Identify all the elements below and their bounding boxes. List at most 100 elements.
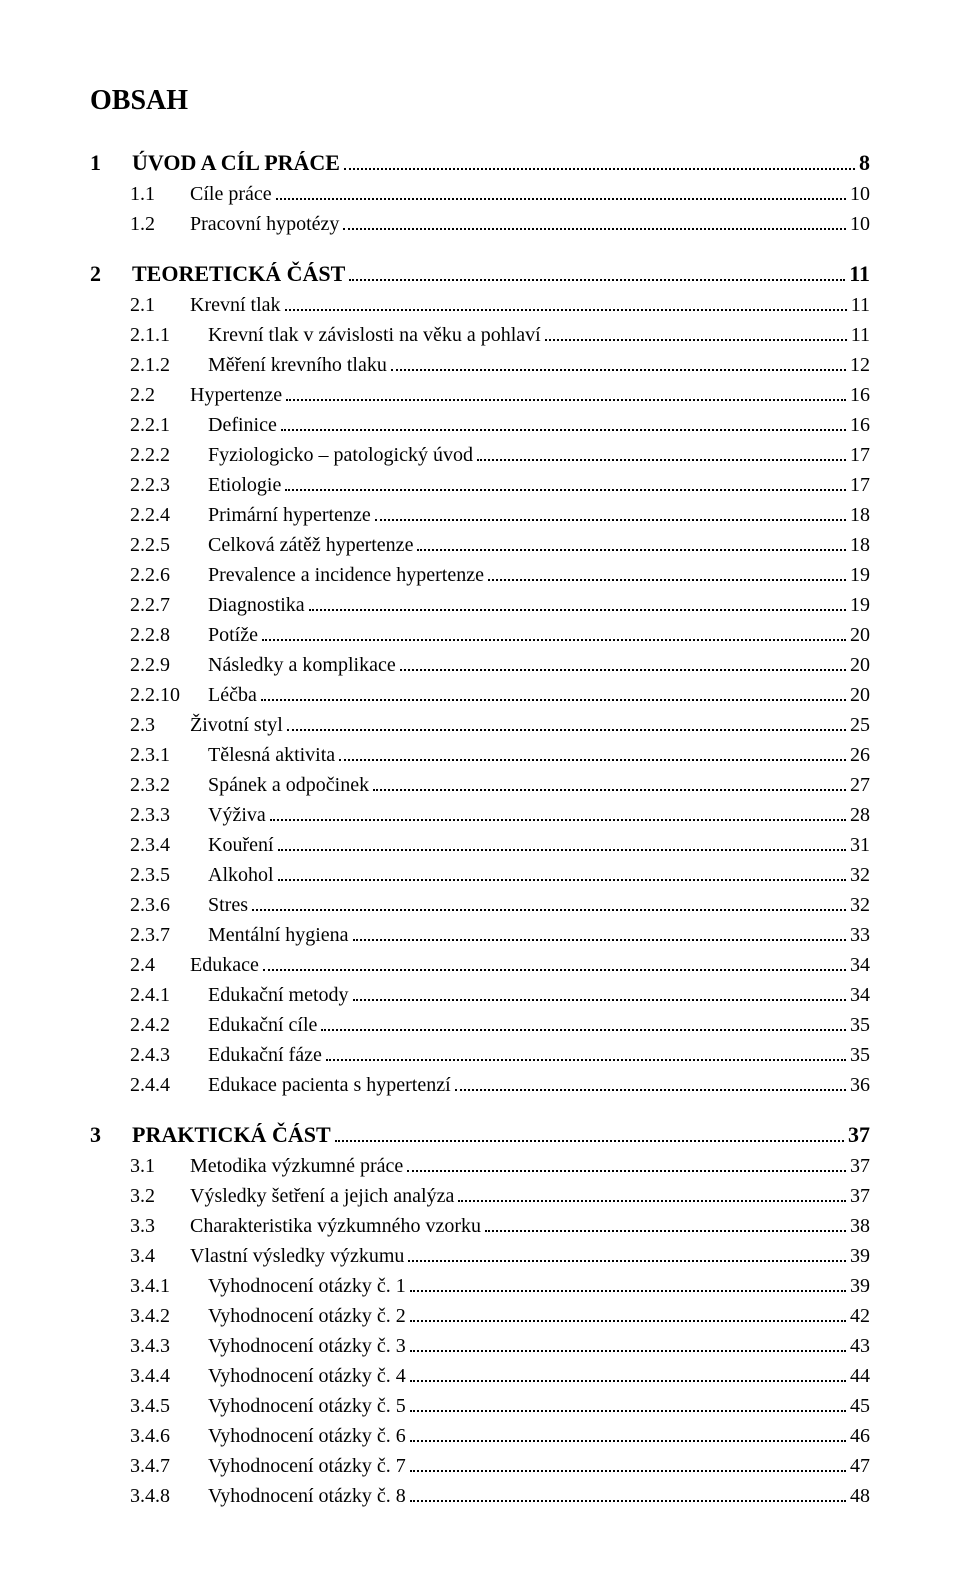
toc-entry-label: TEORETICKÁ ČÁST (132, 257, 345, 290)
toc-entry-label: Vyhodnocení otázky č. 5 (208, 1391, 406, 1421)
toc-entry-page: 26 (850, 740, 870, 770)
toc-leader-dots (343, 228, 846, 230)
toc-entry-number: 2.2.3 (130, 470, 208, 500)
toc-entry-number: 2.3.3 (130, 800, 208, 830)
toc-entry-page: 27 (850, 770, 870, 800)
toc-entry-label: Následky a komplikace (208, 650, 396, 680)
toc-entry-page: 36 (850, 1070, 870, 1100)
toc-entry-number: 2.3.7 (130, 920, 208, 950)
toc-entry-label: Potíže (208, 620, 258, 650)
toc-entry: 2.2.1Definice 16 (90, 410, 870, 440)
toc-entry-page: 28 (850, 800, 870, 830)
toc-entry: 2.4.4Edukace pacienta s hypertenzí 36 (90, 1070, 870, 1100)
toc-entry-page: 18 (850, 500, 870, 530)
toc-leader-dots (545, 339, 847, 341)
toc-entry-page: 20 (850, 680, 870, 710)
toc-entry-page: 37 (850, 1151, 870, 1181)
toc-leader-dots (410, 1290, 846, 1292)
toc-entry-number: 3.4.1 (130, 1271, 208, 1301)
toc-leader-dots (278, 849, 846, 851)
toc-entry: 3.4Vlastní výsledky výzkumu 39 (90, 1241, 870, 1271)
toc-entry-number: 2.2.8 (130, 620, 208, 650)
toc-entry-label: Edukační fáze (208, 1040, 322, 1070)
toc-entry: 3.4.4Vyhodnocení otázky č. 4 44 (90, 1361, 870, 1391)
toc-entry-number: 2.2.5 (130, 530, 208, 560)
toc-entry-page: 46 (850, 1421, 870, 1451)
toc-leader-dots (408, 1260, 846, 1262)
toc-entry-page: 10 (850, 179, 870, 209)
toc-entry-page: 37 (848, 1118, 870, 1151)
toc-entry-page: 18 (850, 530, 870, 560)
toc-entry: 2.2.3Etiologie 17 (90, 470, 870, 500)
toc-entry-label: Hypertenze (190, 380, 282, 410)
toc-leader-dots (458, 1200, 846, 1202)
toc-entry-number: 2.3.5 (130, 860, 208, 890)
toc-entry: 3.4.7Vyhodnocení otázky č. 7 47 (90, 1451, 870, 1481)
toc-entry: 2.3.2Spánek a odpočinek 27 (90, 770, 870, 800)
toc-entry: 2.2.4Primární hypertenze 18 (90, 500, 870, 530)
toc-entry-label: Etiologie (208, 470, 281, 500)
toc-entry-page: 11 (851, 320, 870, 350)
toc-entry-label: Měření krevního tlaku (208, 350, 387, 380)
toc-leader-dots (309, 609, 846, 611)
toc-entry-page: 17 (850, 440, 870, 470)
toc-leader-dots (263, 969, 846, 971)
toc-leader-dots (344, 168, 855, 170)
toc-entry-label: Charakteristika výzkumného vzorku (190, 1211, 481, 1241)
toc-entry-page: 17 (850, 470, 870, 500)
toc-entry-number: 2.2.2 (130, 440, 208, 470)
toc-entry-number: 2.3.2 (130, 770, 208, 800)
toc-entry: 2.3Životní styl 25 (90, 710, 870, 740)
toc-leader-dots (335, 1140, 844, 1142)
toc-leader-dots (410, 1410, 846, 1412)
toc-entry-page: 48 (850, 1481, 870, 1511)
toc-entry-number: 3.4 (130, 1241, 190, 1271)
toc-leader-dots (262, 639, 846, 641)
toc-leader-dots (287, 729, 846, 731)
toc-entry: 2.3.5Alkohol 32 (90, 860, 870, 890)
toc-entry-number: 2.3 (130, 710, 190, 740)
toc-entry-label: Vyhodnocení otázky č. 2 (208, 1301, 406, 1331)
toc-entry-number: 2.1.2 (130, 350, 208, 380)
toc-leader-dots (485, 1230, 846, 1232)
toc-entry-label: Krevní tlak v závislosti na věku a pohla… (208, 320, 541, 350)
toc-entry-label: Diagnostika (208, 590, 305, 620)
toc-entry-number: 2.2.10 (130, 680, 208, 710)
toc-entry-page: 25 (850, 710, 870, 740)
toc-leader-dots (400, 669, 846, 671)
toc-entry-number: 2.3.6 (130, 890, 208, 920)
toc-entry-page: 45 (850, 1391, 870, 1421)
toc-entry-page: 34 (850, 980, 870, 1010)
toc-entry-number: 1.2 (130, 209, 190, 239)
toc-entry-label: PRAKTICKÁ ČÁST (132, 1118, 331, 1151)
toc-entry-page: 47 (850, 1451, 870, 1481)
toc-entry-page: 20 (850, 650, 870, 680)
toc-entry-number: 3.4.4 (130, 1361, 208, 1391)
toc-leader-dots (286, 399, 846, 401)
toc-entry-number: 2.4.3 (130, 1040, 208, 1070)
toc-entry-label: Definice (208, 410, 277, 440)
toc-entry-number: 3.3 (130, 1211, 190, 1241)
toc-entry-page: 16 (850, 380, 870, 410)
toc-entry: 2.2.10Léčba 20 (90, 680, 870, 710)
toc-entry-page: 35 (850, 1010, 870, 1040)
toc-entry-page: 33 (850, 920, 870, 950)
toc-entry-number: 2.3.1 (130, 740, 208, 770)
toc-entry: 3.4.3Vyhodnocení otázky č. 3 43 (90, 1331, 870, 1361)
toc-entry-label: Tělesná aktivita (208, 740, 335, 770)
toc-leader-dots (252, 909, 846, 911)
toc-entry-label: Edukace (190, 950, 259, 980)
toc-entry-label: Stres (208, 890, 248, 920)
toc-entry: 2.3.4Kouření 31 (90, 830, 870, 860)
toc-entry-page: 38 (850, 1211, 870, 1241)
toc-leader-dots (353, 999, 846, 1001)
toc-entry-label: Výživa (208, 800, 266, 830)
toc-leader-dots (339, 759, 846, 761)
toc-entry-number: 1 (90, 146, 132, 179)
toc-entry-number: 3.4.7 (130, 1451, 208, 1481)
toc-entry-label: Vyhodnocení otázky č. 6 (208, 1421, 406, 1451)
toc-leader-dots (353, 939, 846, 941)
toc-leader-dots (410, 1440, 846, 1442)
toc-entry-number: 3.4.8 (130, 1481, 208, 1511)
toc-entry: 2.1.1Krevní tlak v závislosti na věku a … (90, 320, 870, 350)
